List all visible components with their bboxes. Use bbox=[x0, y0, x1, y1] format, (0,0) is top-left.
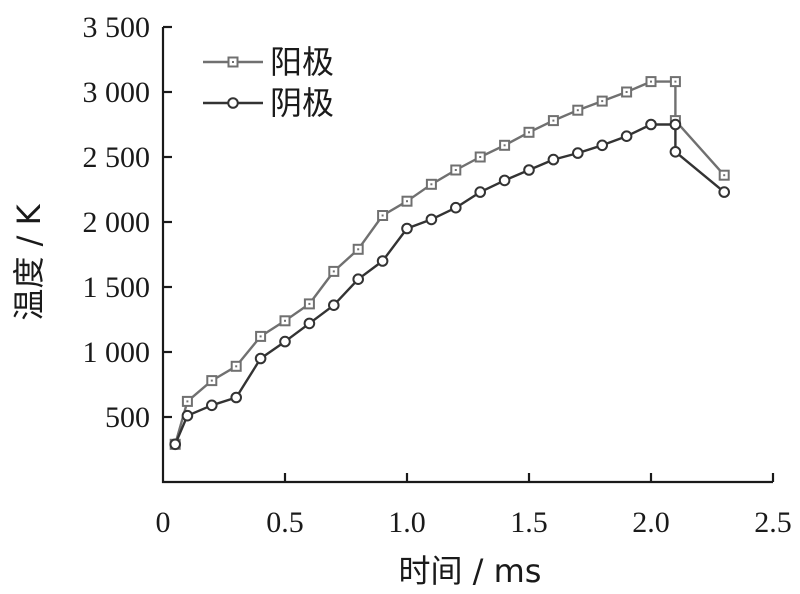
data-point-dot bbox=[332, 270, 335, 273]
data-point-dot bbox=[552, 119, 555, 122]
data-point bbox=[352, 273, 365, 286]
legend-label: 阳极 bbox=[270, 43, 334, 81]
data-point bbox=[523, 164, 535, 176]
data-point-dot bbox=[381, 214, 384, 217]
data-point bbox=[328, 299, 340, 312]
y-axis-title: 温度 / K bbox=[10, 203, 48, 320]
data-point-dot bbox=[308, 302, 311, 305]
data-point bbox=[596, 139, 609, 152]
data-point bbox=[645, 118, 657, 131]
data-point bbox=[450, 201, 462, 214]
data-point bbox=[572, 147, 584, 159]
y-tick-label: 500 bbox=[105, 401, 150, 434]
x-tick-label: 1.5 bbox=[510, 506, 548, 539]
x-axis-title: 时间 / ms bbox=[399, 552, 542, 590]
data-point-dot bbox=[235, 365, 238, 368]
y-ticks: 500 1 000 1 500 2 000 2 500 3 000 3 500 bbox=[83, 11, 172, 434]
data-point-dot bbox=[430, 183, 433, 186]
data-point bbox=[474, 186, 487, 198]
data-point bbox=[425, 213, 438, 226]
data-point-dot bbox=[406, 200, 408, 203]
data-point-dot bbox=[601, 100, 604, 103]
y-tick-label: 3 000 bbox=[83, 76, 151, 109]
data-point bbox=[254, 352, 267, 365]
data-point bbox=[169, 438, 181, 451]
data-point bbox=[547, 153, 560, 166]
data-point bbox=[669, 146, 682, 158]
data-point bbox=[669, 118, 682, 131]
data-point-dot bbox=[479, 156, 482, 158]
data-point-dot bbox=[674, 80, 677, 83]
data-point bbox=[303, 317, 316, 330]
data-point-dot bbox=[259, 335, 262, 338]
data-point-dot bbox=[723, 174, 726, 177]
legend-label: 阴极 bbox=[270, 84, 334, 122]
data-point bbox=[206, 399, 218, 412]
data-point bbox=[718, 186, 731, 198]
x-tick-label: 0.5 bbox=[266, 506, 304, 539]
x-tick-label: 1.0 bbox=[388, 506, 426, 539]
series-line bbox=[174, 80, 726, 445]
data-point bbox=[401, 222, 413, 235]
data-point bbox=[620, 130, 633, 142]
data-point bbox=[498, 174, 511, 187]
series-circle bbox=[169, 118, 731, 451]
data-point bbox=[181, 409, 194, 422]
y-tick-label: 2 500 bbox=[83, 141, 151, 174]
y-tick-label: 2 000 bbox=[83, 206, 151, 239]
legend-marker-dot bbox=[232, 61, 234, 63]
data-point-dot bbox=[576, 109, 579, 112]
data-point-dot bbox=[503, 144, 506, 147]
axis-frame bbox=[161, 27, 773, 484]
x-ticks: 0 0.5 1.0 1.5 2.0 2.5 bbox=[156, 473, 792, 539]
legend-entry: 阳极 bbox=[203, 43, 334, 81]
data-point bbox=[279, 335, 291, 348]
data-point-dot bbox=[186, 400, 189, 403]
x-tick-label: 2.0 bbox=[632, 506, 670, 539]
data-point-dot bbox=[528, 131, 530, 134]
data-point-dot bbox=[454, 169, 457, 171]
data-point-dot bbox=[625, 91, 628, 93]
legend-entry: 阴极 bbox=[203, 84, 334, 122]
data-point-dot bbox=[650, 80, 652, 83]
data-point-dot bbox=[357, 248, 360, 251]
x-tick-label: 0 bbox=[156, 506, 171, 539]
series-square bbox=[169, 76, 730, 450]
y-tick-label: 1 500 bbox=[83, 271, 151, 304]
series-layer bbox=[169, 76, 731, 451]
y-tick-label: 3 500 bbox=[83, 11, 151, 44]
axes bbox=[161, 27, 773, 484]
data-point-dot bbox=[284, 319, 286, 322]
y-tick-label: 1 000 bbox=[83, 336, 151, 369]
x-tick-label: 2.5 bbox=[754, 506, 792, 539]
legend-marker bbox=[227, 97, 239, 109]
data-point-dot bbox=[210, 379, 213, 382]
data-point bbox=[230, 391, 242, 404]
data-point bbox=[376, 255, 389, 267]
